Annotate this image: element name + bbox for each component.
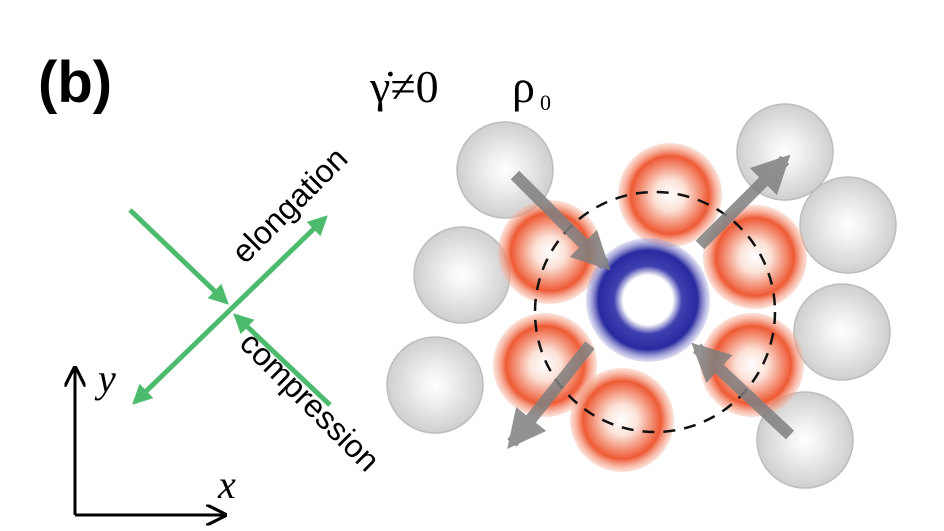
gray-particle	[386, 336, 484, 434]
red-particle	[570, 368, 674, 472]
density-subscript: 0	[540, 90, 551, 115]
red-particle	[618, 143, 722, 247]
compression-arrow	[128, 208, 229, 305]
gray-arrow	[691, 342, 795, 440]
coordinate-axes	[75, 368, 225, 515]
condition: γ̇≠0	[369, 61, 439, 112]
red-particle	[703, 205, 807, 309]
x-axis-label: x	[217, 462, 236, 507]
y-axis-label: y	[94, 356, 116, 401]
panel-label: (b)	[38, 50, 112, 115]
red-particle	[700, 313, 804, 417]
flow-arrows	[128, 208, 332, 407]
elongation-arrow	[132, 308, 232, 405]
compression-arrow	[233, 313, 332, 407]
compression-label: compression	[233, 324, 387, 478]
gray-particle	[756, 391, 854, 489]
gray-arrow	[695, 154, 791, 250]
density-symbol: ρ	[512, 61, 535, 112]
velocity-arrows	[507, 154, 795, 450]
gray-particle	[793, 283, 891, 381]
elongation-arrow	[228, 215, 328, 312]
center-particle	[586, 238, 710, 362]
gray-arrow	[507, 341, 595, 450]
gray-arrow	[510, 170, 611, 271]
gray-particle	[799, 176, 897, 274]
red-particle	[498, 200, 602, 304]
dashed-shell	[533, 190, 777, 434]
gray-particle	[413, 226, 511, 324]
red-particle	[493, 313, 597, 417]
particles	[386, 103, 897, 489]
